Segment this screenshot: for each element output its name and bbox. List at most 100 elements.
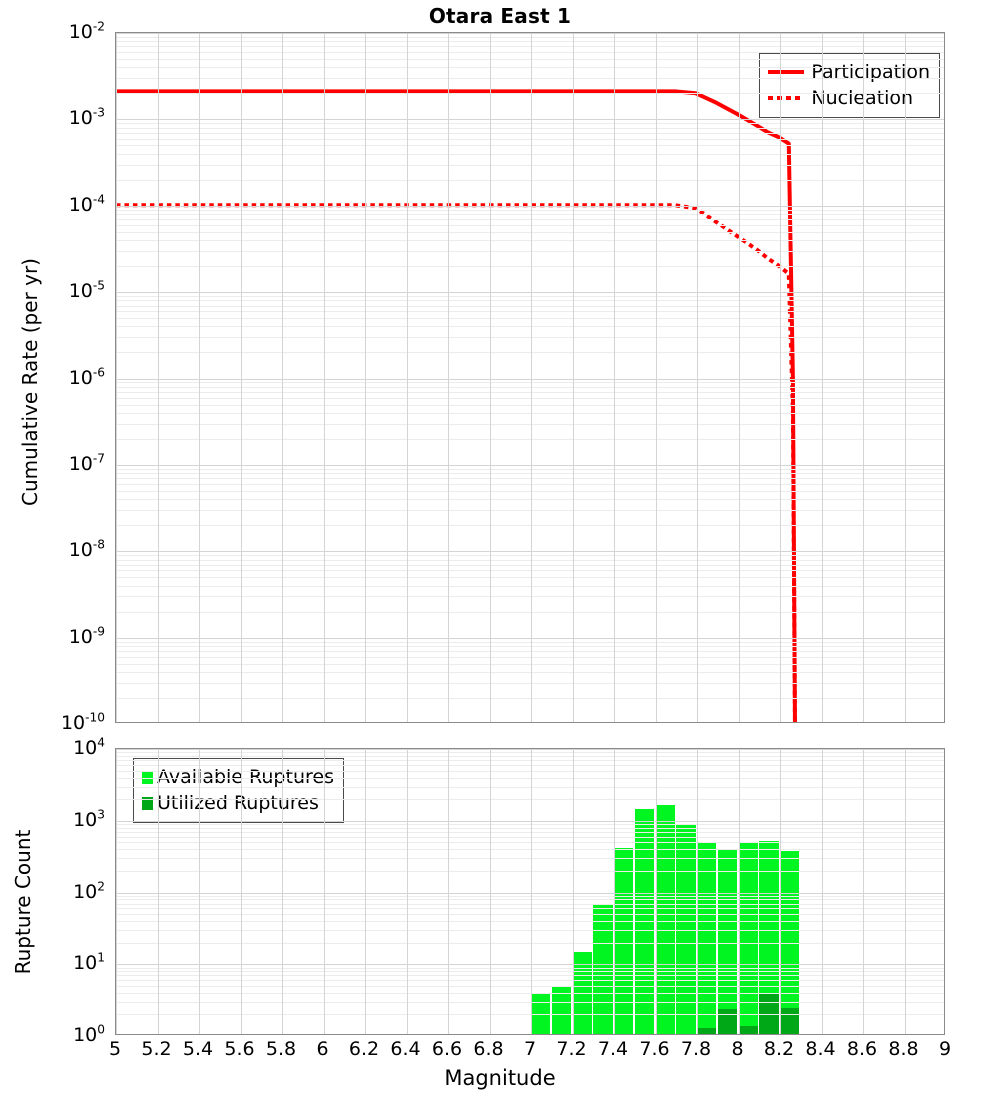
legend-item-utilized-ruptures[interactable]: Utilized Ruptures xyxy=(142,790,334,816)
gridline-major xyxy=(116,551,944,553)
bar-available-ruptures[interactable] xyxy=(551,985,571,1034)
bar-utilized-ruptures[interactable] xyxy=(697,1028,717,1034)
gridline-minor xyxy=(116,799,944,801)
gridline-major xyxy=(116,820,944,822)
gridline-minor xyxy=(116,975,944,977)
x-tick-mark xyxy=(656,1034,657,1035)
x-tick-label: 8.4 xyxy=(805,1038,836,1060)
gridline-vertical xyxy=(240,749,242,1034)
gridline-vertical xyxy=(199,749,200,1034)
solid-line-icon xyxy=(768,70,805,74)
x-tick-label: 5.8 xyxy=(265,1038,297,1060)
legend-item-participation[interactable]: Participation xyxy=(768,59,930,85)
gridline-vertical xyxy=(240,33,242,722)
y-tick-label: 10-9 xyxy=(68,624,105,648)
gridline-vertical xyxy=(323,33,325,722)
gridline-vertical xyxy=(199,33,200,722)
gridline-vertical xyxy=(780,749,781,1034)
bar-available-ruptures[interactable] xyxy=(531,994,551,1034)
gridline-minor xyxy=(116,478,944,480)
bottom-panel-axes: Available Ruptures Utilized Ruptures xyxy=(115,748,945,1035)
gridline-minor xyxy=(116,914,944,916)
gridline-minor xyxy=(116,942,944,944)
gridline-vertical xyxy=(489,33,491,722)
available-ruptures-color-icon xyxy=(142,770,153,784)
curve-nucleation xyxy=(116,203,797,722)
gridline-major xyxy=(116,464,944,466)
gridline-vertical xyxy=(448,33,449,722)
y-tick-label: 10-6 xyxy=(68,365,105,389)
gridline-vertical xyxy=(282,749,283,1034)
gridline-vertical xyxy=(780,33,781,722)
gridline-minor xyxy=(116,585,944,587)
gridline-vertical xyxy=(655,33,657,722)
bar-utilized-ruptures[interactable] xyxy=(738,1025,758,1034)
gridline-minor xyxy=(116,559,944,561)
gridline-minor xyxy=(116,397,944,399)
x-tick-label: 7.8 xyxy=(680,1038,712,1060)
gridline-vertical xyxy=(489,749,491,1034)
x-tick-mark xyxy=(905,1034,906,1035)
x-tick-label: 7 xyxy=(523,1038,537,1060)
gridline-minor xyxy=(116,46,944,48)
gridline-vertical xyxy=(572,749,574,1034)
gridline-minor xyxy=(116,352,944,354)
gridline-minor xyxy=(116,577,944,579)
bar-available-ruptures[interactable] xyxy=(759,840,779,1034)
gridline-vertical xyxy=(863,749,864,1034)
x-tick-mark xyxy=(822,1034,823,1035)
bar-utilized-ruptures[interactable] xyxy=(759,994,779,1034)
utilized-ruptures-color-icon xyxy=(142,796,153,810)
gridline-minor xyxy=(116,224,944,226)
gridline-minor xyxy=(116,697,944,699)
x-tick-mark xyxy=(241,1034,242,1035)
x-tick-label: 8.8 xyxy=(888,1038,919,1060)
gridline-minor xyxy=(116,611,944,613)
gridline-minor xyxy=(116,985,944,987)
gridline-major xyxy=(116,205,944,207)
gridline-minor xyxy=(116,67,944,69)
gridline-minor xyxy=(116,870,944,872)
gridline-vertical xyxy=(365,33,366,722)
gridline-minor xyxy=(116,555,944,557)
y-tick-label: 10-10 xyxy=(60,710,105,734)
gridline-vertical xyxy=(116,749,117,1034)
gridline-minor xyxy=(116,777,944,779)
gridline-minor xyxy=(116,836,944,838)
curve-participation xyxy=(116,89,797,722)
gridline-minor xyxy=(116,145,944,147)
bar-available-ruptures[interactable] xyxy=(676,824,696,1034)
gridline-minor xyxy=(116,764,944,766)
gridline-minor xyxy=(116,858,944,860)
gridline-minor xyxy=(116,164,944,166)
gridline-minor xyxy=(116,899,944,901)
gridline-minor xyxy=(116,992,944,994)
x-tick-label: 7.4 xyxy=(597,1038,629,1060)
gridline-minor xyxy=(116,382,944,384)
legend-item-nucleation[interactable]: Nucleation xyxy=(768,85,930,111)
x-tick-mark xyxy=(697,1034,698,1035)
gridline-minor xyxy=(116,412,944,414)
y-tick-label: 10-5 xyxy=(68,278,105,303)
gridline-minor xyxy=(116,484,944,486)
gridline-vertical xyxy=(738,749,740,1034)
bar-available-ruptures[interactable] xyxy=(655,805,675,1034)
x-tick-label: 7.2 xyxy=(556,1038,587,1060)
bar-utilized-ruptures[interactable] xyxy=(717,1009,737,1034)
figure-title: Otara East 1 xyxy=(428,4,572,28)
gridline-minor xyxy=(116,438,944,440)
y-tick-label: 103 xyxy=(73,807,105,831)
gridline-vertical xyxy=(614,33,615,722)
gridline-minor xyxy=(116,337,944,339)
gridline-minor xyxy=(116,219,944,221)
gridline-major xyxy=(116,637,944,639)
gridline-major xyxy=(116,378,944,380)
bar-available-ruptures[interactable] xyxy=(614,848,634,1034)
gridline-minor xyxy=(116,786,944,788)
bar-utilized-ruptures[interactable] xyxy=(780,1008,800,1034)
gridline-minor xyxy=(116,656,944,658)
gridline-minor xyxy=(116,123,944,125)
x-tick-label: 5.6 xyxy=(224,1038,255,1060)
gridline-major xyxy=(116,892,944,894)
